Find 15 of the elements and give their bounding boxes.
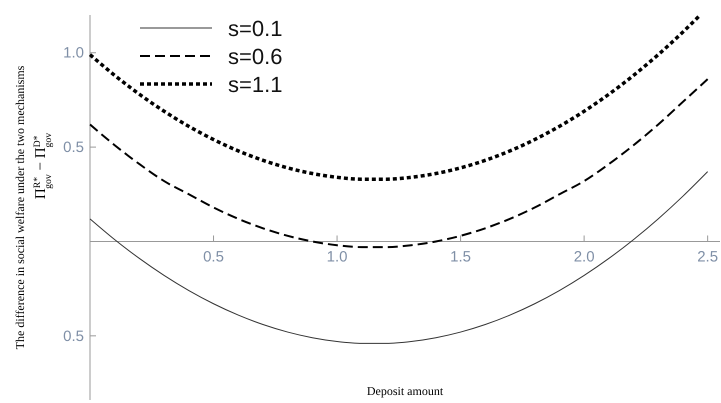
y-axis-title: The difference in social welfare under the two mechanisms: [13, 65, 27, 350]
x-axis-title: Deposit amount: [366, 384, 444, 398]
y-tick-label: 1.0: [63, 44, 84, 62]
line-series: [88, 13, 702, 181]
x-tick-label: 1.0: [326, 248, 348, 266]
y-tick-label: 0.5: [63, 328, 84, 345]
legend-label: s=0.6: [228, 44, 282, 69]
x-tick-label: 1.5: [450, 248, 472, 266]
legend-label: s=0.1: [228, 16, 282, 41]
x-tick-label: 2.5: [697, 248, 718, 266]
x-tick-label: 2.0: [574, 248, 595, 266]
x-tick-label: 0.5: [203, 248, 224, 266]
legend-label: s=1.1: [228, 72, 282, 97]
line-series: [89, 78, 709, 248]
y-tick-label: 0.5: [63, 139, 84, 156]
